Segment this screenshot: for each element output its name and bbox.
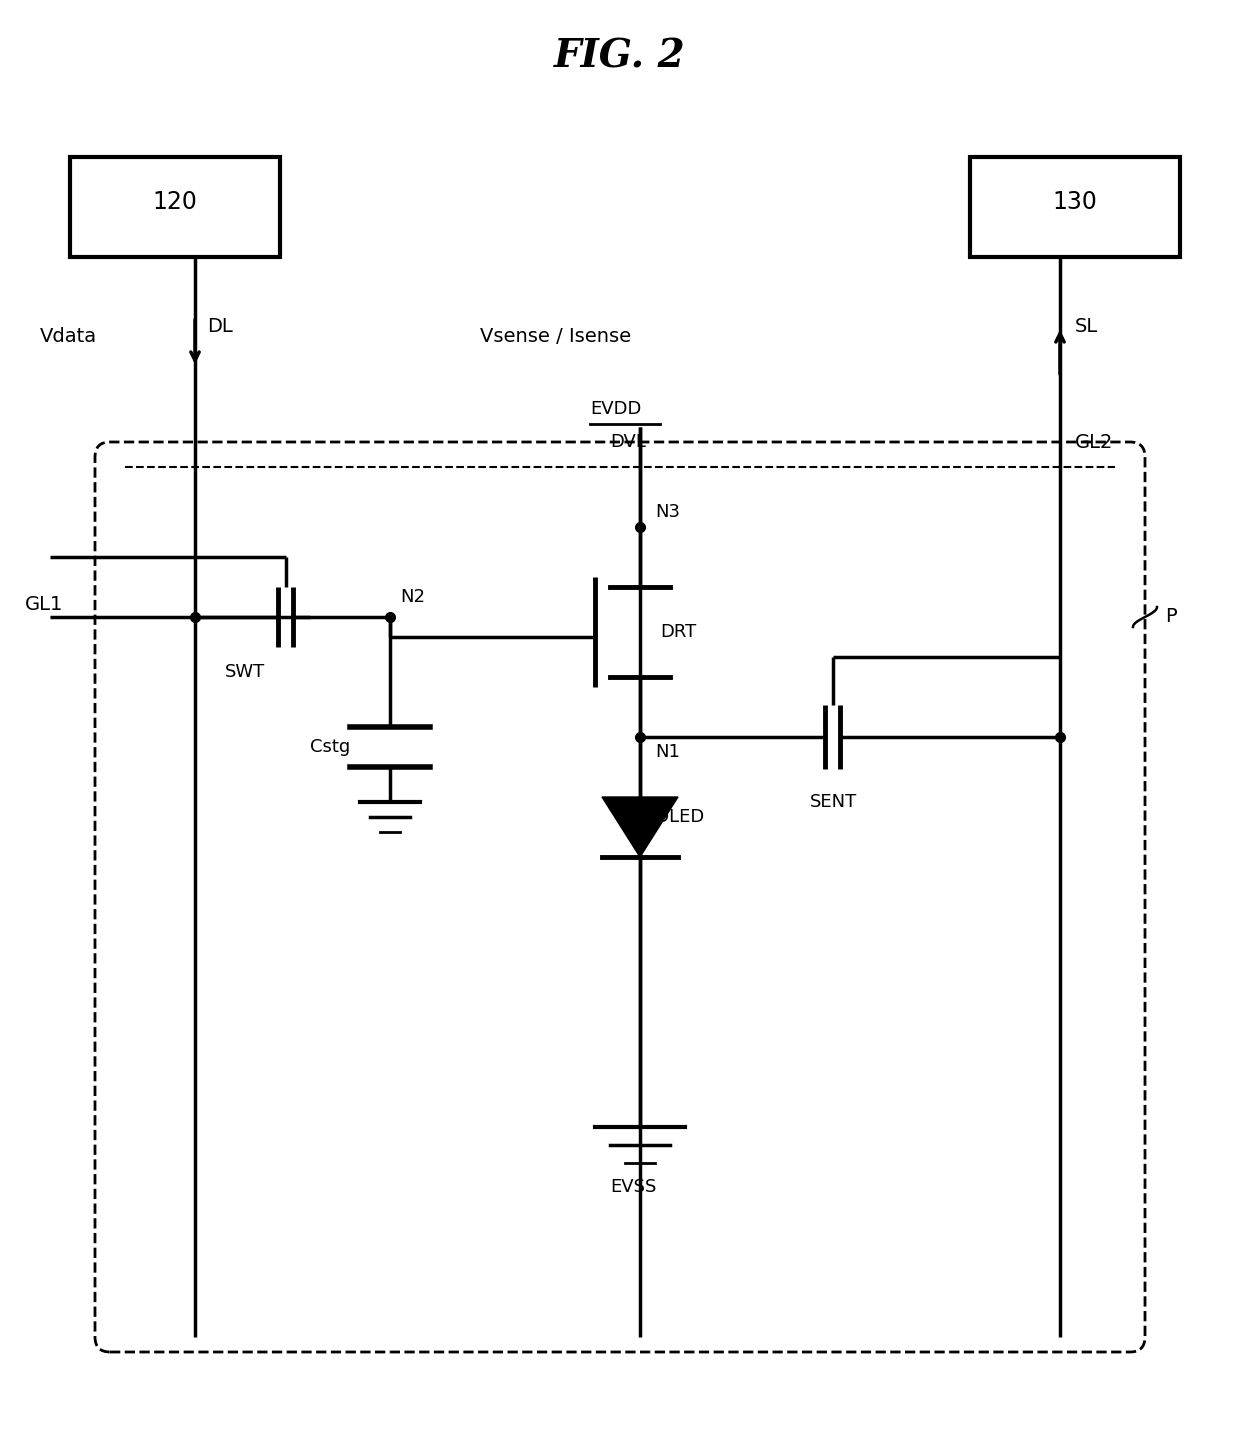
Text: SENT: SENT (810, 793, 857, 810)
Text: GL1: GL1 (25, 595, 63, 615)
Text: Vdata: Vdata (40, 328, 97, 346)
Text: SL: SL (1075, 318, 1099, 336)
Polygon shape (601, 798, 678, 856)
Text: DVL: DVL (610, 433, 646, 451)
Text: FIG. 2: FIG. 2 (554, 37, 686, 76)
Text: Cstg: Cstg (310, 739, 350, 756)
Bar (970, 157, 1180, 257)
Text: EVDD: EVDD (590, 399, 641, 418)
Text: N3: N3 (655, 503, 680, 522)
Text: DL: DL (207, 318, 233, 336)
Text: Vsense / Isense: Vsense / Isense (480, 328, 631, 346)
Text: N2: N2 (401, 588, 425, 606)
Text: EVSS: EVSS (610, 1178, 656, 1196)
Text: N1: N1 (655, 743, 680, 762)
Text: P: P (1166, 608, 1177, 627)
Text: DRT: DRT (660, 624, 696, 641)
Text: 120: 120 (153, 190, 197, 214)
Text: 130: 130 (1053, 190, 1097, 214)
Text: OLED: OLED (655, 808, 704, 826)
Text: GL2: GL2 (1075, 433, 1114, 451)
Text: SWT: SWT (224, 662, 265, 681)
Bar (69, 157, 280, 257)
